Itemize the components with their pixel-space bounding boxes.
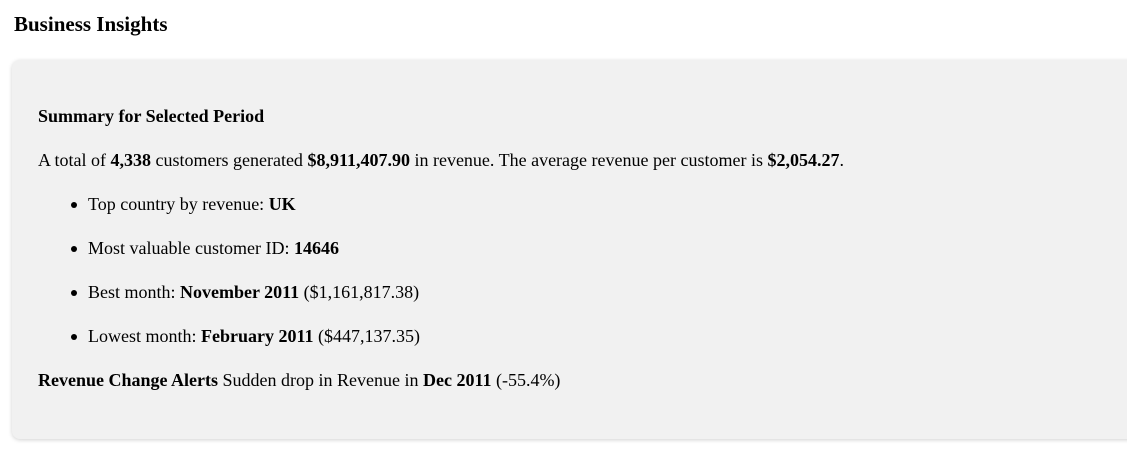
insight-label: Top country by revenue: [88, 194, 269, 214]
bullet-icon [71, 246, 77, 252]
total-revenue: $8,911,407.90 [307, 150, 410, 170]
summary-text: A total of 4,338 customers generated $8,… [38, 148, 844, 172]
alert-text: Sudden drop in Revenue in [217, 370, 423, 390]
summary-text-mid1: customers generated [151, 150, 308, 170]
insight-label: Most valuable customer ID: [88, 238, 294, 258]
insight-value: 14646 [293, 238, 339, 258]
insight-extra: ($1,161,817.38) [299, 282, 420, 302]
insight-value: February 2011 [201, 326, 314, 346]
insights-card: Summary for Selected Period A total of 4… [12, 60, 1127, 439]
average-revenue: $2,054.27 [767, 150, 840, 170]
insight-value: November 2011 [180, 282, 300, 302]
insight-top-customer: Most valuable customer ID: 14646 [38, 236, 420, 260]
bullet-icon [71, 202, 77, 208]
insight-value: UK [268, 194, 296, 214]
insights-list: Top country by revenue: UK Most valuable… [38, 192, 420, 368]
customer-count: 4,338 [110, 150, 152, 170]
summary-text-mid2: in revenue. The average revenue per cust… [409, 150, 768, 170]
insight-label: Lowest month: [88, 326, 201, 346]
alert-month: Dec 2011 [422, 370, 492, 390]
insight-best-month: Best month: November 2011 ($1,161,817.38… [38, 280, 420, 304]
page-title: Business Insights [14, 12, 168, 36]
bullet-icon [71, 334, 77, 340]
bullet-icon [71, 290, 77, 296]
alert-heading: Revenue Change Alerts [38, 370, 218, 390]
revenue-alert: Revenue Change Alerts Sudden drop in Rev… [38, 368, 560, 392]
insight-lowest-month: Lowest month: February 2011 ($447,137.35… [38, 324, 420, 348]
summary-text-prefix: A total of [38, 150, 111, 170]
insight-extra: ($447,137.35) [313, 326, 420, 346]
alert-change: (-55.4%) [491, 370, 561, 390]
insight-label: Best month: [88, 282, 181, 302]
summary-heading: Summary for Selected Period [38, 106, 265, 126]
summary-text-suffix: . [839, 150, 844, 170]
insight-top-country: Top country by revenue: UK [38, 192, 420, 216]
